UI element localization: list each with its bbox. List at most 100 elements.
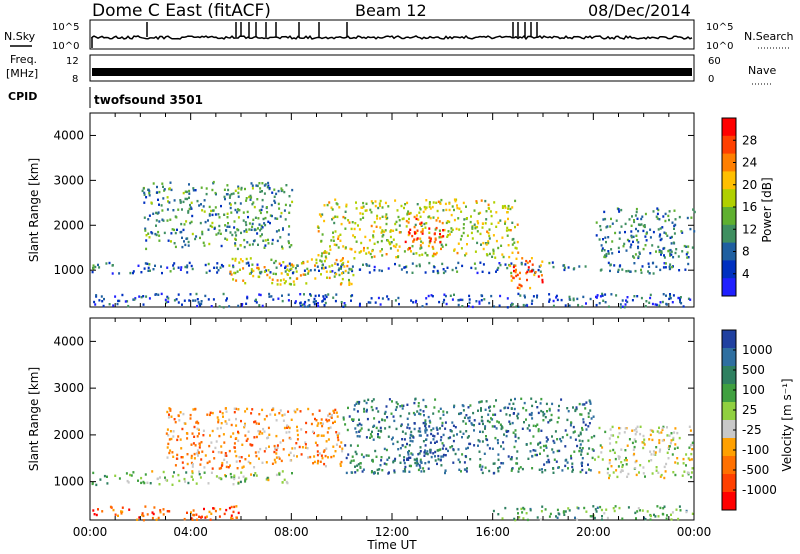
heatmap-cell [514, 225, 516, 229]
heatmap-cell [198, 432, 200, 435]
heatmap-cell [296, 438, 299, 441]
freq-label: Freq. [10, 53, 37, 66]
heatmap-cell [251, 263, 254, 266]
heatmap-cell [353, 404, 356, 407]
heatmap-cell [275, 434, 278, 438]
heatmap-cell [465, 252, 468, 255]
heatmap-cell [424, 431, 427, 434]
heatmap-cell [233, 477, 236, 481]
heatmap-cell [340, 441, 343, 444]
heatmap-cell [368, 239, 371, 242]
colorbar-tick-label: -1000 [742, 483, 777, 497]
heatmap-cell [334, 420, 336, 423]
heatmap-cell [648, 301, 651, 304]
heatmap-cell [332, 216, 335, 220]
heatmap-cell [376, 240, 379, 244]
heatmap-cell [484, 222, 487, 225]
heatmap-cell [416, 410, 419, 413]
heatmap-cell [659, 238, 662, 242]
heatmap-cell [536, 516, 539, 519]
heatmap-cell [534, 453, 537, 457]
heatmap-cell [299, 274, 302, 277]
heatmap-cell [455, 266, 458, 270]
heatmap-cell [411, 453, 414, 456]
heatmap-cell [429, 441, 432, 444]
heatmap-cell [478, 440, 481, 443]
heatmap-cell [218, 515, 221, 518]
heatmap-cell [671, 511, 674, 514]
heatmap-cell [655, 303, 658, 307]
heatmap-cell [426, 434, 429, 437]
heatmap-cell [667, 457, 670, 460]
heatmap-cell [261, 226, 264, 229]
heatmap-cell [234, 257, 237, 261]
heatmap-cell [277, 189, 280, 193]
heatmap-cell [547, 421, 550, 424]
heatmap-cell [634, 511, 637, 515]
heatmap-cell [169, 409, 172, 412]
heatmap-cell [256, 198, 259, 201]
heatmap-cell [304, 273, 307, 276]
heatmap-cell [191, 470, 194, 473]
colorbar-swatch [722, 135, 736, 155]
heatmap-cell [326, 203, 329, 207]
heatmap-cell [548, 515, 551, 518]
heatmap-cell [271, 281, 274, 285]
heatmap-cell [419, 466, 422, 469]
heatmap-cell [158, 483, 161, 486]
heatmap-cell [392, 442, 395, 446]
heatmap-cell [492, 234, 495, 237]
heatmap-cell [434, 441, 436, 444]
heatmap-cell [381, 469, 384, 472]
heatmap-cell [242, 475, 245, 478]
heatmap-cell [243, 424, 246, 427]
heatmap-cell [513, 264, 516, 267]
heatmap-cell [601, 446, 604, 449]
heatmap-cell [576, 506, 579, 509]
heatmap-cell [363, 246, 365, 250]
heatmap-cell [642, 472, 645, 475]
heatmap-cell [315, 261, 318, 265]
heatmap-cell [273, 199, 276, 203]
heatmap-cell [292, 264, 295, 267]
heatmap-cell [237, 430, 239, 434]
heatmap-cell [332, 236, 335, 239]
heatmap-cell [679, 296, 682, 299]
heatmap-cell [482, 422, 484, 426]
heatmap-cell [671, 235, 673, 239]
heatmap-cell [581, 464, 583, 467]
x-tick-label: 00:00 [677, 525, 712, 539]
heatmap-cell [494, 413, 497, 416]
heatmap-cell [191, 432, 194, 435]
heatmap-cell [670, 518, 673, 521]
heatmap-cell [309, 293, 312, 296]
heatmap-cell [186, 197, 189, 201]
heatmap-cell [609, 264, 612, 267]
heatmap-cell [417, 402, 420, 405]
heatmap-cell [658, 235, 661, 238]
heatmap-cell [497, 453, 500, 456]
heatmap-cell [307, 456, 310, 459]
heatmap-cell [588, 468, 590, 471]
heatmap-cell [177, 266, 180, 269]
heatmap-cell [585, 428, 588, 431]
heatmap-cell [257, 266, 260, 270]
heatmap-cell [601, 249, 603, 252]
heatmap-cell [451, 228, 454, 232]
heatmap-cell [673, 209, 676, 212]
heatmap-cell [370, 211, 373, 214]
heatmap-cell [471, 227, 474, 230]
heatmap-cell [335, 431, 338, 434]
heatmap-cell [339, 283, 342, 286]
heatmap-cell [245, 223, 248, 227]
heatmap-cell [252, 239, 255, 243]
heatmap-cell [693, 230, 696, 233]
heatmap-cell [169, 181, 172, 184]
heatmap-cell [217, 269, 220, 272]
heatmap-cell [351, 221, 354, 224]
heatmap-cell [588, 399, 591, 402]
heatmap-cell [593, 434, 596, 438]
heatmap-cell [151, 511, 154, 514]
heatmap-cell [211, 221, 214, 225]
heatmap-cell [118, 299, 121, 303]
